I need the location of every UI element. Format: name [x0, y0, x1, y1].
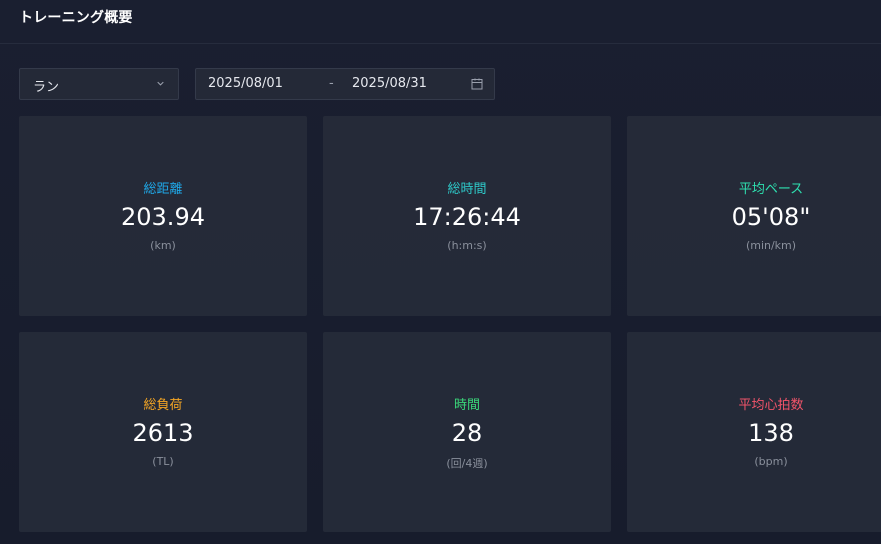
- card-unit: (bpm): [754, 455, 788, 468]
- average-pace-card: 平均ペース 05'08" (min/km): [627, 116, 881, 316]
- header: トレーニング概要: [0, 0, 881, 44]
- total-distance-card: 総距離 203.94 (km): [19, 116, 307, 316]
- card-value: 17:26:44: [413, 203, 521, 231]
- calendar-icon[interactable]: [471, 78, 483, 90]
- card-label: 総距離: [143, 182, 183, 197]
- total-time-card: 総時間 17:26:44 (h:m:s): [323, 116, 611, 316]
- card-value: 05'08": [731, 203, 811, 231]
- card-label: 平均心拍数: [738, 398, 804, 413]
- card-label: 時間: [453, 398, 480, 413]
- card-value: 138: [748, 419, 794, 447]
- date-range-separator: -: [329, 76, 334, 91]
- card-unit: (回/4週): [446, 457, 488, 470]
- card-label: 総負荷: [143, 398, 183, 413]
- session-count-card: 時間 28 (回/4週): [323, 332, 611, 532]
- card-unit: (TL): [152, 455, 174, 468]
- card-label: 平均ペース: [738, 182, 804, 197]
- card-value: 28: [451, 419, 483, 447]
- card-unit: (min/km): [745, 239, 797, 252]
- page-title: トレーニング概要: [19, 10, 133, 26]
- card-value: 203.94: [121, 203, 205, 231]
- sport-select[interactable]: ラン: [19, 68, 179, 100]
- card-value: 2613: [132, 419, 194, 447]
- average-heart-rate-card: 平均心拍数 138 (bpm): [627, 332, 881, 532]
- card-label: 総時間: [447, 182, 487, 197]
- end-date-input[interactable]: 2025/08/31: [352, 76, 427, 91]
- sport-select-value: ラン: [33, 80, 60, 95]
- card-unit: (h:m:s): [447, 239, 487, 252]
- start-date-input[interactable]: 2025/08/01: [208, 76, 283, 91]
- chevron-down-icon: [157, 81, 164, 86]
- total-load-card: 総負荷 2613 (TL): [19, 332, 307, 532]
- card-unit: (km): [150, 239, 176, 252]
- date-range-picker[interactable]: 2025/08/01 - 2025/08/31: [195, 68, 495, 100]
